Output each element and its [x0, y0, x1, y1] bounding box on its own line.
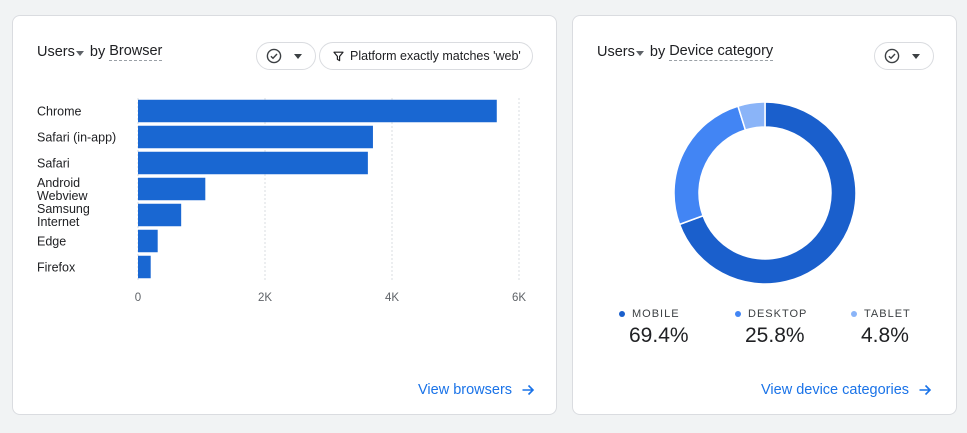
arrow-right-icon [919, 384, 932, 396]
check-circle-icon [266, 48, 282, 64]
dimension-selector[interactable]: Device category [669, 43, 774, 61]
category-label: Android Webview [37, 176, 88, 203]
arrow-right-icon [522, 384, 535, 396]
x-tick-label: 2K [258, 292, 272, 304]
legend-label: DESKTOP [748, 308, 808, 320]
caret-down-icon [635, 50, 644, 56]
view-browsers-label: View browsers [418, 382, 513, 398]
users-by-browser-card: Users by Browser Platform exactly matche… [12, 15, 557, 415]
bar [138, 203, 182, 227]
by-label: by [89, 44, 106, 60]
x-tick-label: 6K [512, 292, 526, 304]
filter-icon [333, 51, 344, 61]
legend-mobile: MOBILE 69.4% [619, 308, 689, 348]
view-device-categories-label: View device categories [761, 382, 910, 398]
view-browsers-link[interactable]: View browsers [418, 382, 535, 398]
card-title: Users by Device category [597, 43, 774, 61]
device-donut-chart [673, 101, 857, 285]
donut-slice-tablet [737, 101, 766, 131]
bar [138, 229, 158, 253]
chevron-down-icon [294, 53, 302, 59]
legend-tablet: TABLET 4.8% [851, 308, 911, 348]
browser-bar-chart: 0 2K 4K 6K Chrome Safari (in-app) Safari Androi… [37, 98, 526, 304]
category-label: Safari (in-app) [37, 131, 116, 145]
view-device-categories-link[interactable]: View device categories [761, 382, 932, 398]
legend-label: TABLET [864, 308, 911, 320]
bar [138, 177, 206, 201]
by-label: by [649, 44, 666, 60]
bar [138, 99, 497, 123]
donut-slice-mobile [678, 101, 857, 285]
compare-button[interactable] [874, 42, 934, 70]
legend-desktop: DESKTOP 25.8% [735, 308, 807, 348]
metric-label: Users [597, 44, 635, 60]
bar [138, 255, 151, 279]
category-label: Firefox [37, 261, 76, 275]
legend-dot [735, 311, 741, 317]
x-tick-label: 0 [135, 292, 141, 304]
bar [138, 151, 368, 175]
legend-dot [619, 311, 625, 317]
metric-selector[interactable]: Users [597, 44, 650, 60]
filter-label: Platform exactly matches 'web' [350, 49, 521, 63]
dimension-selector[interactable]: Browser [109, 43, 163, 61]
check-circle-icon [884, 48, 900, 64]
metric-selector[interactable]: Users [37, 44, 90, 60]
category-label: Chrome [37, 105, 82, 119]
x-tick-label: 4K [385, 292, 399, 304]
legend-value: 25.8% [745, 324, 805, 347]
metric-label: Users [37, 44, 75, 60]
legend-value: 4.8% [861, 324, 909, 347]
category-label: Samsung Internet [37, 202, 90, 229]
card-title: Users by Browser [37, 43, 163, 61]
chevron-down-icon [912, 53, 920, 59]
filter-chip[interactable]: Platform exactly matches 'web' [319, 42, 533, 70]
bar [138, 125, 373, 149]
donut-slice-desktop [673, 105, 747, 226]
category-label: Safari [37, 157, 70, 171]
caret-down-icon [75, 50, 84, 56]
compare-button[interactable] [256, 42, 316, 70]
legend-value: 69.4% [629, 324, 689, 347]
category-label: Edge [37, 235, 66, 249]
legend-dot [851, 311, 857, 317]
legend-label: MOBILE [632, 308, 680, 320]
users-by-device-card: Users by Device category MOBILE 69.4% DE… [572, 15, 957, 415]
